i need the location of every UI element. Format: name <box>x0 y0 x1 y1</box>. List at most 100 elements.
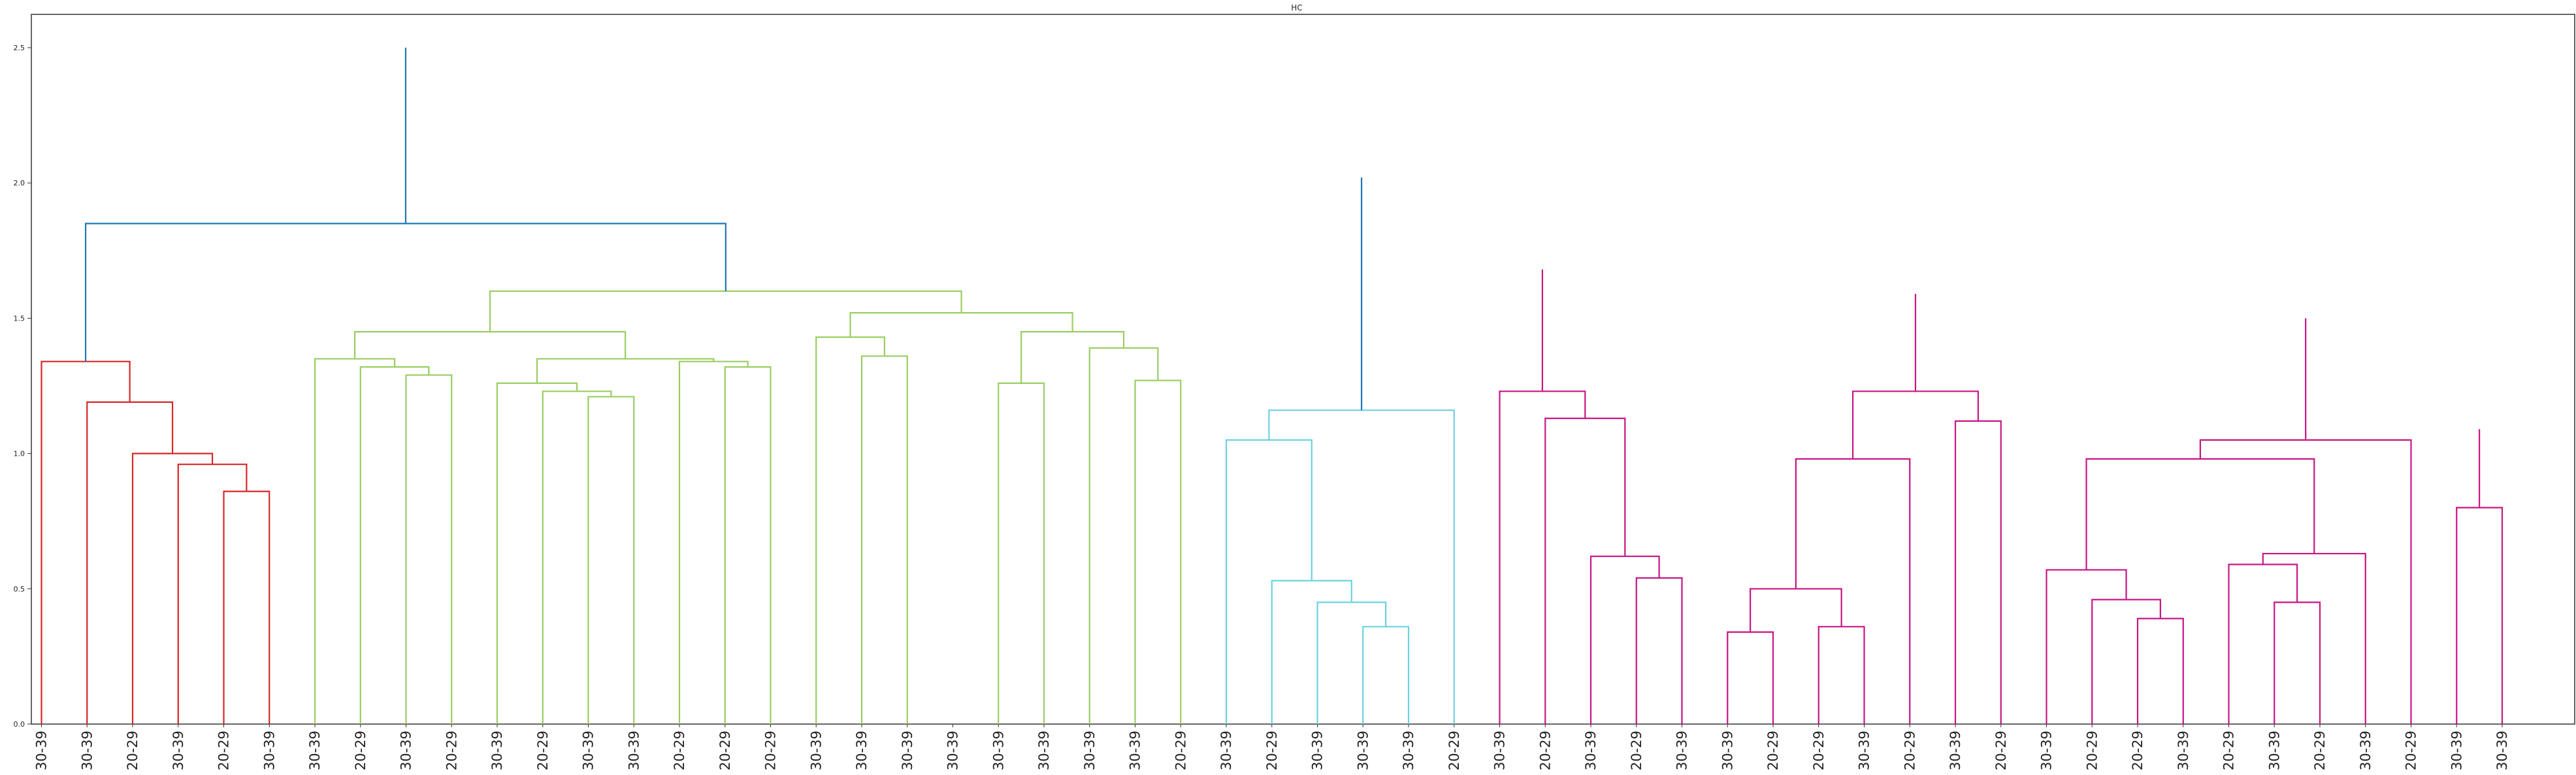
leaf-label: 30-39 <box>79 731 95 770</box>
dendrogram-link <box>353 331 627 359</box>
leaf-label: 30-39 <box>1355 731 1371 770</box>
dendrogram-link <box>536 358 715 383</box>
leaf-label: 20-29 <box>353 731 368 770</box>
dendrogram-link <box>1134 379 1182 724</box>
leaf-label: 20-29 <box>2312 731 2328 770</box>
leaf-label: 30-39 <box>1036 731 1052 770</box>
leaf-label: 30-39 <box>1857 731 1872 770</box>
leaf-label: 30-39 <box>2176 731 2191 770</box>
y-tick-label: 1.5 <box>14 314 25 323</box>
leaf-label: 20-29 <box>1446 731 1462 770</box>
leaf-label: 30-39 <box>854 731 870 770</box>
leaf-label: 20-29 <box>1629 731 1644 770</box>
leaf-label: 20-29 <box>2130 731 2145 770</box>
leaf-label: 30-39 <box>171 731 186 770</box>
leaf-label: 20-29 <box>1765 731 1781 770</box>
leaf-label: 30-39 <box>2449 731 2464 770</box>
dendrogram-link <box>587 396 635 724</box>
leaf-label: 20-29 <box>672 731 687 770</box>
y-tick-label: 0.5 <box>14 585 25 593</box>
leaf-label: 30-39 <box>399 731 414 770</box>
y-tick-label: 0.0 <box>14 720 25 729</box>
leaf-label: 20-29 <box>1993 731 2009 770</box>
leaf-label: 30-39 <box>945 731 961 770</box>
dendrogram-link <box>1818 625 1865 724</box>
leaf-label: 30-39 <box>1310 731 1326 770</box>
dendrogram-link <box>1020 331 1125 383</box>
leaf-label: 20-29 <box>1537 731 1553 770</box>
y-tick-label: 2.5 <box>14 44 25 52</box>
dendrogram-link <box>2262 552 2366 724</box>
dendrogram-link <box>131 452 214 724</box>
leaf-label: 30-39 <box>900 731 915 770</box>
dendrogram-link <box>1795 458 1911 724</box>
leaf-label: 20-29 <box>1811 731 1827 770</box>
dendrogram-link <box>405 374 453 724</box>
leaf-label: 20-29 <box>717 731 733 770</box>
leaf-label: 20-29 <box>2221 731 2237 770</box>
dendrogram-link <box>1316 601 1387 724</box>
chart-title: HC <box>1291 3 1302 12</box>
dendrogram-link <box>998 382 1045 724</box>
dendrogram-link <box>1590 555 1660 724</box>
leaf-label: 20-29 <box>1902 731 1917 770</box>
dendrogram-link <box>1635 577 1683 724</box>
dendrogram-link <box>489 290 962 332</box>
dendrogram-link <box>542 390 612 724</box>
leaf-label: 20-29 <box>216 731 232 770</box>
dendrogram-link <box>1727 631 1774 724</box>
leaf-label: 30-39 <box>2039 731 2055 770</box>
dendrogram-link <box>177 464 248 724</box>
leaf-labels: 30-39 30-39 20-29 30-39 20-29 30-39 30-39 20-29… <box>34 724 2510 770</box>
dendrogram-link <box>1088 347 1159 724</box>
leaf-label: 30-39 <box>489 731 505 770</box>
dendrogram-link <box>1499 390 1586 724</box>
leaf-label: 20-29 <box>2404 731 2419 770</box>
dendrogram-link <box>1225 439 1312 724</box>
leaf-label: 30-39 <box>626 731 642 770</box>
leaf-label: 30-39 <box>2358 731 2373 770</box>
leaf-label: 20-29 <box>535 731 551 770</box>
leaf-label: 20-29 <box>1173 731 1188 770</box>
leaf-label: 30-39 <box>808 731 824 770</box>
dendrogram-link <box>2199 439 2412 724</box>
plot-frame <box>31 14 2575 725</box>
leaf-label: 30-39 <box>1218 731 1234 770</box>
dendrogram-link <box>1954 420 2002 724</box>
dendrogram-link <box>2456 507 2503 724</box>
leaf-label: 20-29 <box>125 731 140 770</box>
leaf-label: 30-39 <box>1492 731 1508 770</box>
dendrogram-link <box>2274 601 2321 724</box>
dendrogram-link <box>678 360 749 724</box>
leaf-label: 30-39 <box>990 731 1006 770</box>
dendrogram-link <box>2228 563 2298 724</box>
y-tick-label: 1.0 <box>14 450 25 458</box>
dendrogram-links <box>41 48 2503 724</box>
dendrogram-link <box>86 401 174 724</box>
leaf-label: 30-39 <box>1401 731 1416 770</box>
leaf-label: 20-29 <box>2084 731 2100 770</box>
dendrogram-link <box>496 382 578 724</box>
dendrogram-link <box>724 366 772 724</box>
leaf-label: 30-39 <box>34 731 50 770</box>
leaf-label: 30-39 <box>1128 731 1143 770</box>
dendrogram-link <box>1851 390 1979 459</box>
dendrogram-link <box>2136 618 2184 724</box>
leaf-label: 30-39 <box>1720 731 1735 770</box>
leaf-label: 20-29 <box>444 731 459 770</box>
leaf-label: 30-39 <box>261 731 277 770</box>
dendrogram-link <box>849 312 1073 338</box>
dendrogram-link <box>41 360 131 724</box>
y-tick-label: 2.0 <box>14 179 25 187</box>
dendrogram-link <box>1544 417 1626 724</box>
dendrogram-link <box>1750 588 1842 633</box>
dendrogram-link <box>860 355 908 724</box>
leaf-label: 20-29 <box>1264 731 1280 770</box>
leaf-label: 30-39 <box>2494 731 2510 770</box>
dendrogram-link <box>1362 625 1410 724</box>
y-axis: 0.0 0.5 1.0 1.5 2.0 2.5 <box>14 44 31 729</box>
leaf-label: 30-39 <box>1583 731 1599 770</box>
dendrogram-link <box>1268 409 1455 724</box>
